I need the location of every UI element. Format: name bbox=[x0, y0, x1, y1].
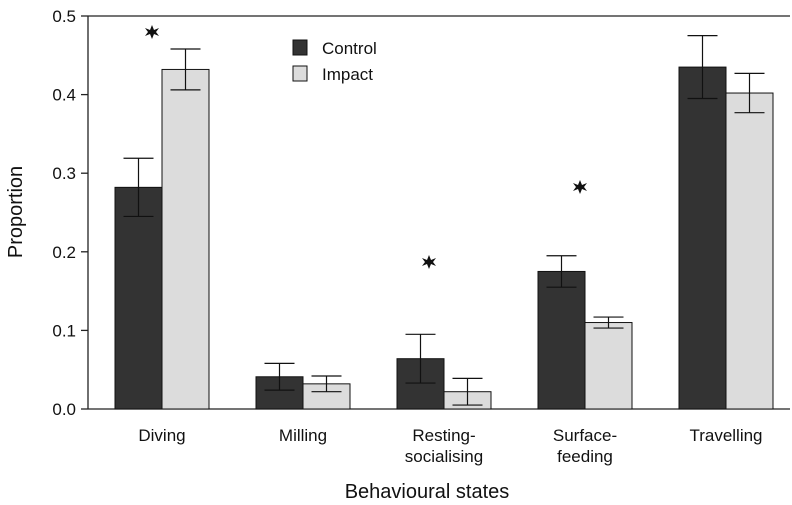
error-bar bbox=[311, 375, 342, 393]
star bbox=[145, 25, 159, 39]
x-tick-label: Milling bbox=[279, 426, 327, 445]
star bbox=[573, 180, 587, 194]
error-bar bbox=[452, 377, 483, 406]
bar bbox=[678, 66, 727, 410]
significance-stars bbox=[145, 25, 587, 269]
error-bar bbox=[546, 255, 577, 288]
x-tick-label: Surface-feeding bbox=[553, 426, 617, 466]
error-bar bbox=[170, 48, 201, 91]
bar bbox=[537, 270, 586, 410]
x-axis-label: Behavioural states bbox=[345, 481, 510, 503]
y-tick-label: 0.0 bbox=[52, 400, 76, 419]
error-bar bbox=[264, 362, 295, 391]
x-tick-label: Diving bbox=[138, 426, 185, 445]
error-bar bbox=[734, 72, 765, 114]
legend-label: Control bbox=[322, 39, 377, 58]
y-tick-label: 0.5 bbox=[52, 7, 76, 26]
x-tick-label-line: socialising bbox=[405, 447, 483, 466]
y-tick-label: 0.1 bbox=[52, 321, 76, 340]
error-bar bbox=[593, 316, 624, 329]
bar bbox=[161, 68, 210, 410]
error-bar bbox=[687, 35, 718, 100]
bar bbox=[114, 186, 163, 410]
bar bbox=[584, 322, 633, 410]
y-tick-label: 0.2 bbox=[52, 243, 76, 262]
error-bar bbox=[405, 333, 436, 384]
legend-swatch bbox=[292, 39, 308, 56]
x-tick-label-line: Resting- bbox=[412, 426, 475, 445]
y-axis-label: Proportion bbox=[5, 166, 27, 258]
legend-swatch bbox=[292, 65, 308, 82]
x-tick-label-line: feeding bbox=[557, 447, 613, 466]
y-tick-label: 0.4 bbox=[52, 86, 76, 105]
x-tick-label-line: Travelling bbox=[689, 426, 762, 445]
x-tick-label-line: Milling bbox=[279, 426, 327, 445]
x-tick-label-line: Surface- bbox=[553, 426, 617, 445]
x-tick-label-line: Diving bbox=[138, 426, 185, 445]
legend-label: Impact bbox=[322, 65, 373, 84]
x-tick-label: Resting-socialising bbox=[405, 426, 483, 466]
bar bbox=[725, 92, 774, 410]
x-tick-label: Travelling bbox=[689, 426, 762, 445]
y-tick-label: 0.3 bbox=[52, 164, 76, 183]
error-bar bbox=[123, 157, 154, 218]
star bbox=[422, 255, 436, 269]
